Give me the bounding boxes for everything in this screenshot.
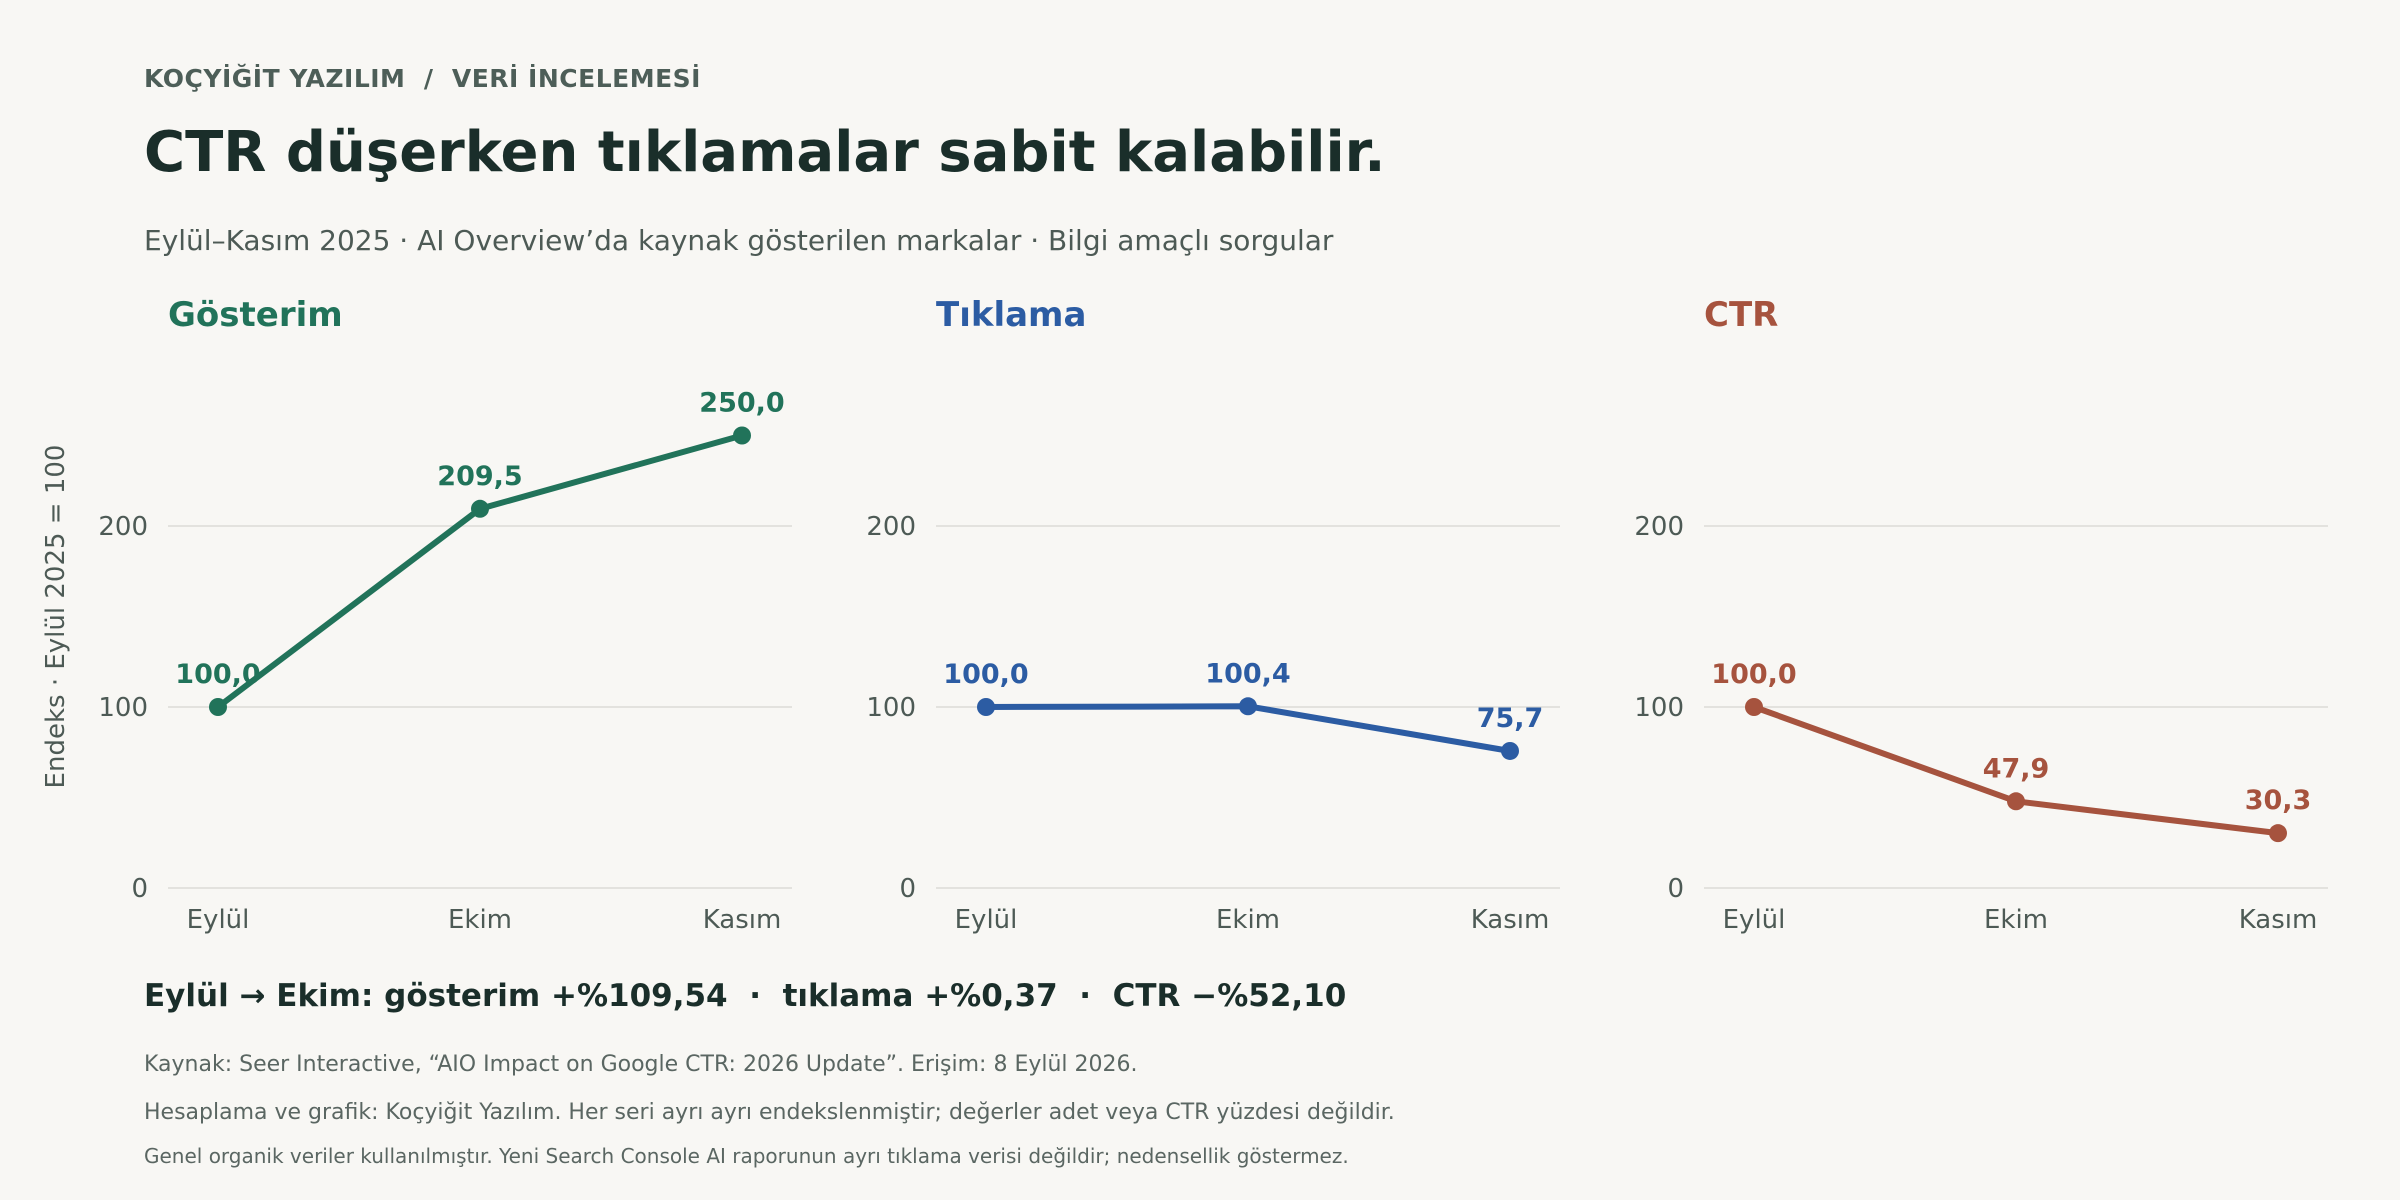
x-tick-label: Kasım	[2239, 905, 2318, 935]
panel-title: Tıklama	[936, 295, 1086, 335]
y-tick-label: 100	[1634, 693, 1684, 723]
y-tick-label: 100	[866, 693, 916, 723]
brand-label: KOÇYİĞİT YAZILIM / VERİ İNCELEMESİ	[144, 64, 701, 93]
data-point	[977, 698, 995, 716]
data-point	[471, 499, 489, 518]
data-point	[1501, 741, 1519, 760]
data-point	[2269, 824, 2287, 843]
disclaimer-note: Genel organik veriler kullanılmıştır. Ye…	[144, 1144, 1349, 1168]
x-tick-label: Ekim	[1216, 905, 1280, 935]
x-tick-label: Eylül	[1723, 905, 1786, 935]
y-tick-label: 0	[131, 874, 148, 904]
y-tick-label: 0	[1667, 874, 1684, 904]
y-tick-label: 200	[98, 512, 148, 542]
x-tick-label: Eylül	[187, 905, 250, 935]
data-point	[733, 426, 751, 445]
summary-text: Eylül → Ekim: gösterim +%109,54 · tıklam…	[144, 978, 1347, 1014]
page-title: CTR düşerken tıklamalar sabit kalabilir.	[144, 120, 1386, 185]
source-note: Kaynak: Seer Interactive, “AIO Impact on…	[144, 1052, 1138, 1077]
data-point	[1745, 698, 1763, 716]
y-tick-label: 0	[899, 874, 916, 904]
y-tick-label: 200	[1634, 512, 1684, 542]
data-label: 100,0	[175, 659, 260, 690]
x-tick-label: Kasım	[703, 905, 782, 935]
data-label: 209,5	[437, 461, 522, 492]
data-point	[209, 698, 227, 716]
data-label: 75,7	[1477, 703, 1544, 734]
data-label: 100,0	[943, 659, 1028, 690]
x-tick-label: Eylül	[955, 905, 1018, 935]
panel-title: Gösterim	[168, 295, 343, 335]
y-tick-label: 200	[866, 512, 916, 542]
method-note: Hesaplama ve grafik: Koçyiğit Yazılım. H…	[144, 1100, 1395, 1125]
data-point	[2007, 792, 2025, 811]
x-tick-label: Kasım	[1471, 905, 1550, 935]
data-label: 100,4	[1205, 658, 1290, 689]
y-axis-label: Endeks · Eylül 2025 = 100	[41, 445, 71, 789]
y-tick-label: 100	[98, 693, 148, 723]
data-label: 100,0	[1711, 659, 1796, 690]
x-tick-label: Ekim	[1984, 905, 2048, 935]
data-point	[1239, 697, 1257, 716]
page-subtitle: Eylül–Kasım 2025 · AI Overview’da kaynak…	[144, 224, 1334, 257]
data-label: 250,0	[699, 388, 784, 419]
data-label: 47,9	[1983, 753, 2050, 784]
panel-title: CTR	[1704, 295, 1778, 335]
data-label: 30,3	[2245, 785, 2312, 816]
x-tick-label: Ekim	[448, 905, 512, 935]
